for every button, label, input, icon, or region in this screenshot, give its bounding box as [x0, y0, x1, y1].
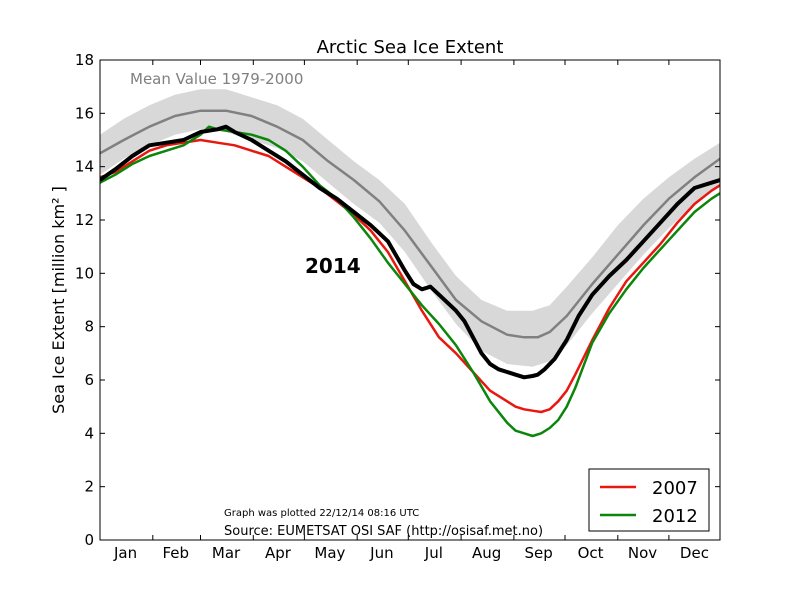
x-tick-label: Apr	[265, 544, 292, 562]
plotted-note: Graph was plotted 22/12/14 08:16 UTC	[224, 508, 419, 519]
y-tick-label: 0	[84, 531, 94, 549]
y-axis-label: Sea Ice Extent [million km² ]	[49, 186, 68, 414]
legend-label-2012: 2012	[652, 506, 698, 527]
plot-frame	[99, 59, 721, 541]
mean-label: Mean Value 1979-2000	[130, 70, 303, 88]
x-tick-label: Dec	[680, 544, 709, 562]
y-tick-label: 16	[75, 104, 94, 122]
chart-title: Arctic Sea Ice Extent	[317, 37, 504, 58]
x-tick-label: Aug	[472, 544, 501, 562]
y-tick-label: 14	[75, 158, 94, 176]
series-line-2014	[100, 124, 720, 380]
range-band	[100, 89, 720, 367]
legend-label-2007: 2007	[652, 478, 698, 499]
series-line-2012	[100, 125, 720, 438]
series-line-mean	[100, 109, 720, 339]
x-tick-label: Sep	[524, 544, 552, 562]
source-note: Source: EUMETSAT OSI SAF (http://osisaf.…	[224, 524, 543, 539]
y-tick-label: 2	[84, 478, 94, 496]
x-tick-label: Feb	[163, 544, 190, 562]
y-tick-label: 18	[75, 51, 94, 69]
y-tick-label: 12	[75, 211, 94, 229]
y-tick-label: 10	[75, 264, 94, 282]
x-tick-label: Jul	[424, 544, 443, 562]
x-tick-label: May	[314, 544, 345, 562]
y-tick-label: 8	[84, 318, 94, 336]
x-tick-label: Nov	[628, 544, 657, 562]
y-tick-label: 4	[84, 424, 94, 442]
year-2014-label: 2014	[305, 254, 361, 278]
x-tick-label: Mar	[212, 544, 241, 562]
x-tick-label: Jun	[369, 544, 393, 562]
y-tick-label: 6	[84, 371, 94, 389]
x-tick-label: Oct	[578, 544, 604, 562]
series-line-2007	[100, 138, 720, 414]
x-tick-label: Jan	[113, 544, 137, 562]
legend-box	[588, 468, 710, 532]
legend: 2007 2012	[588, 468, 710, 532]
